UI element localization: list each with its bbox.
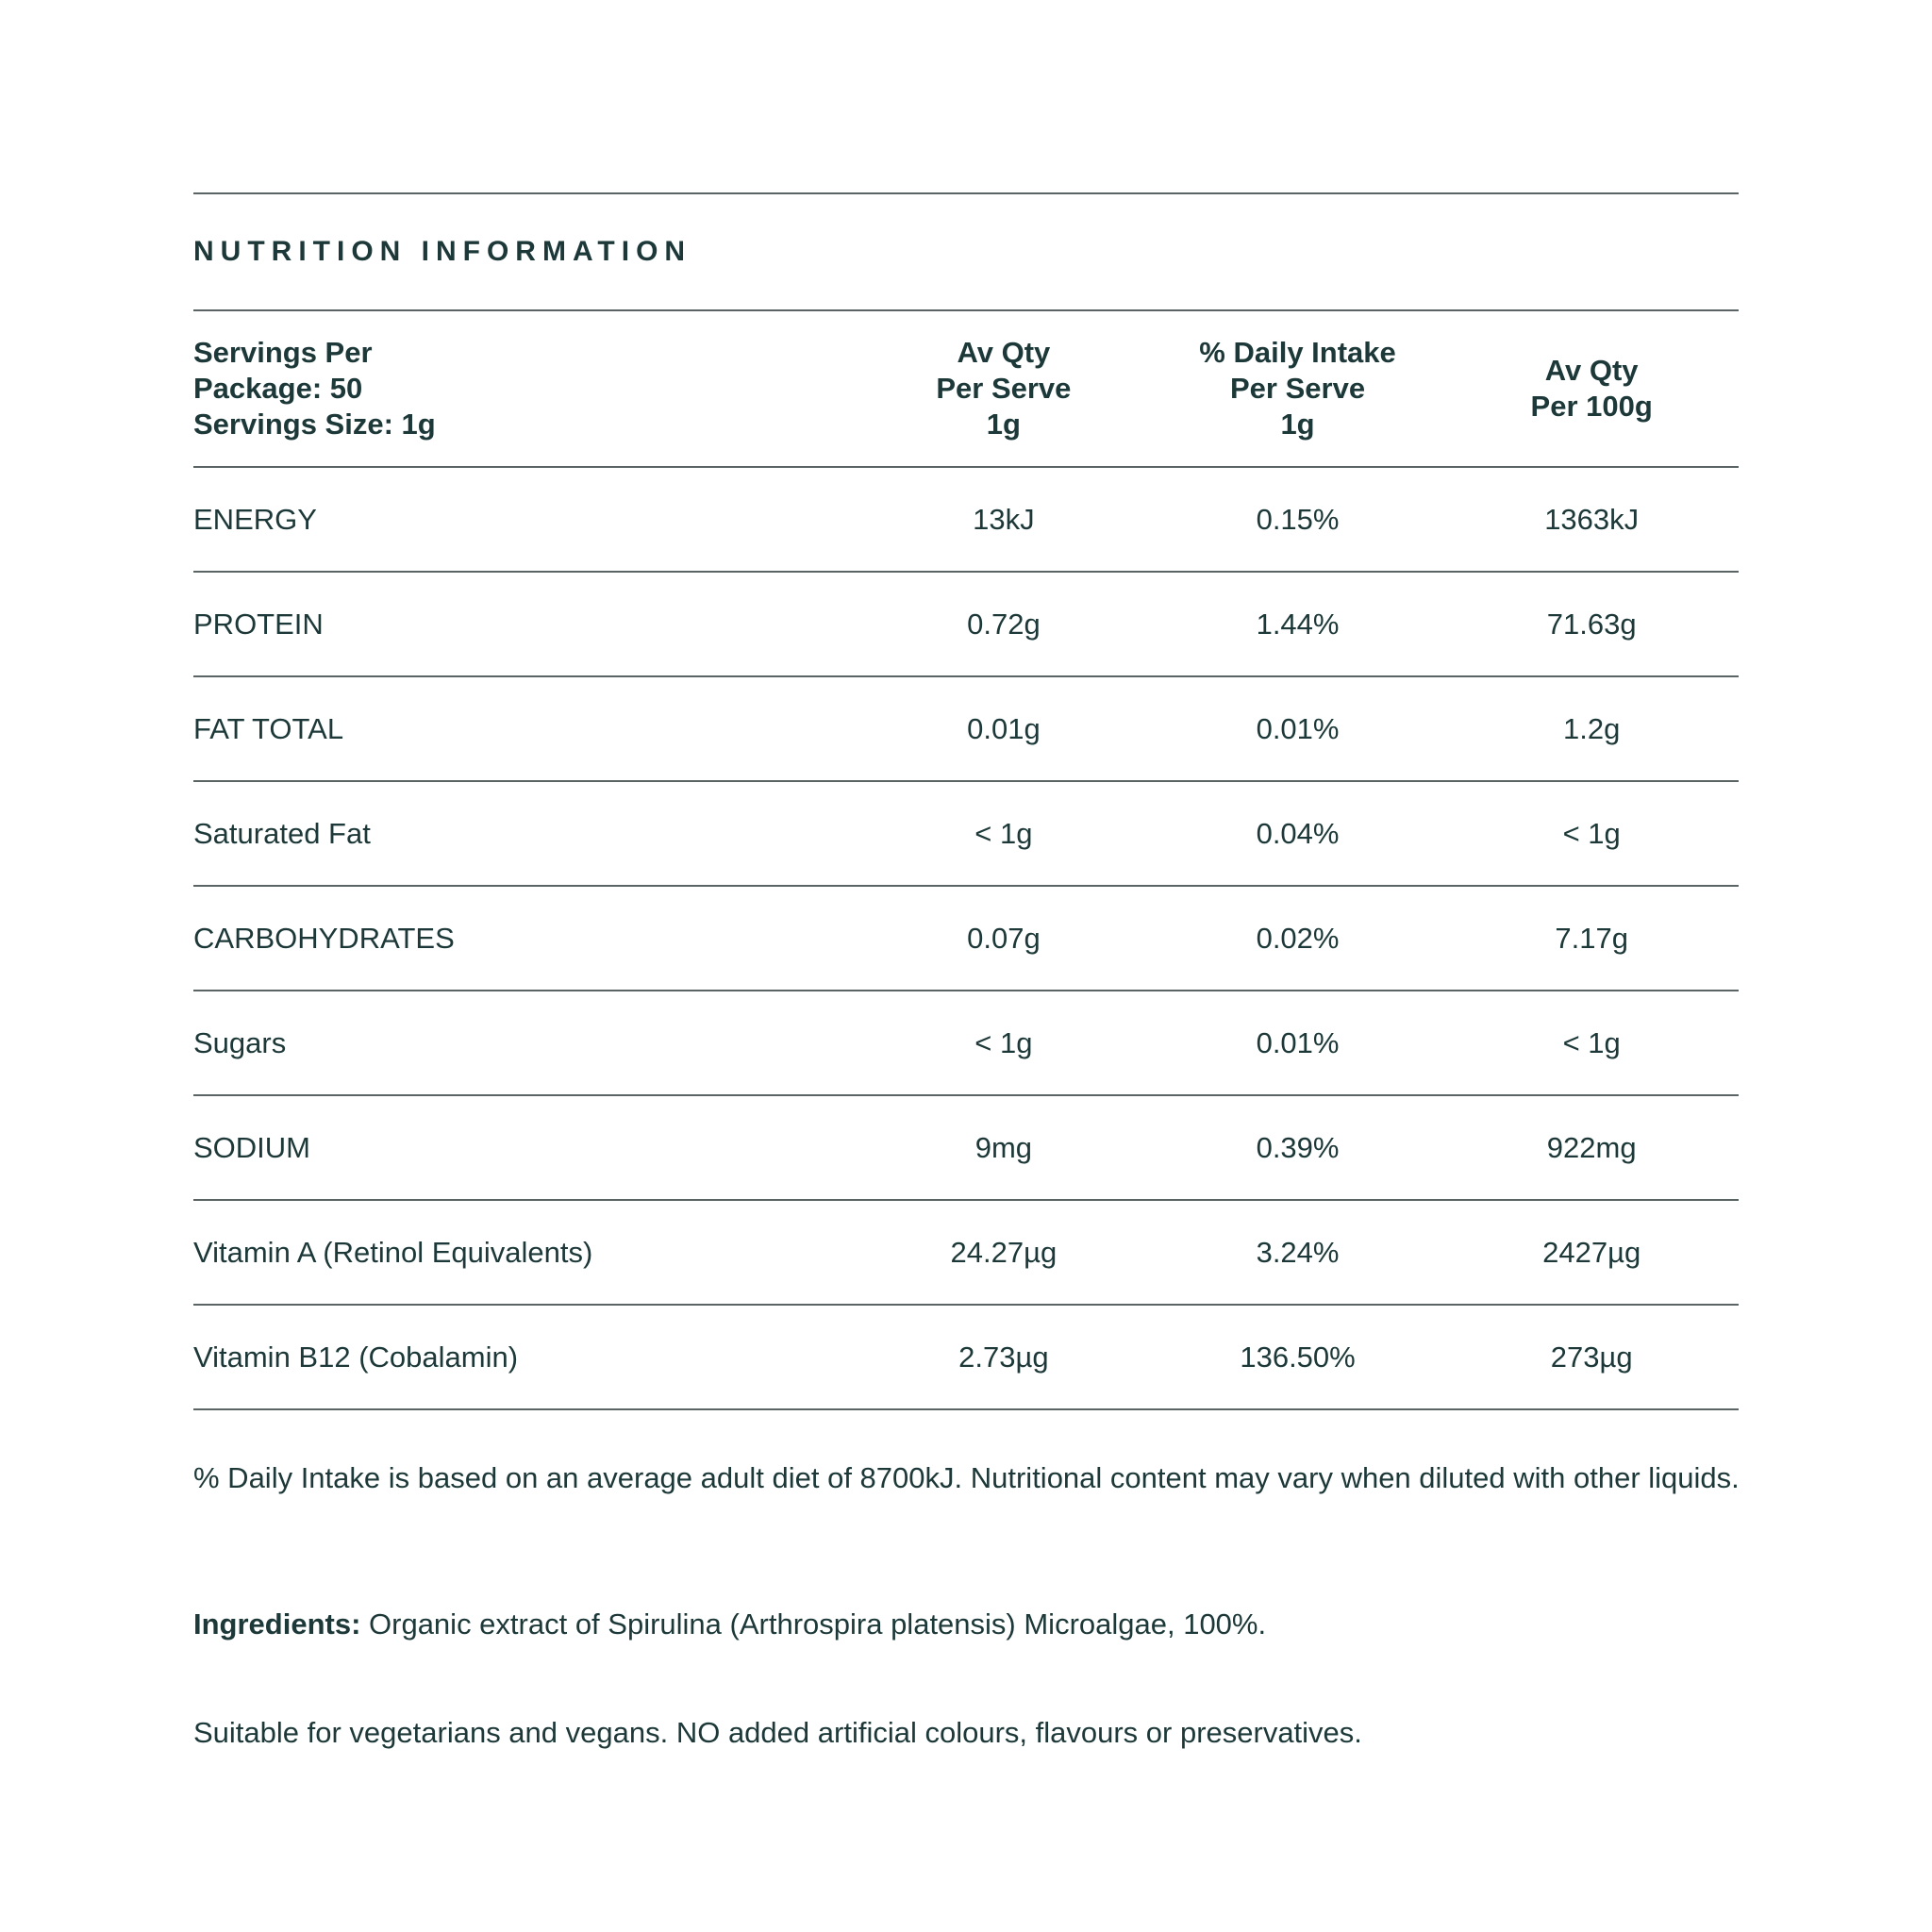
- table-row: Vitamin A (Retinol Equivalents) 24.27µg 3.…: [193, 1201, 1739, 1304]
- table-row: Vitamin B12 (Cobalamin) 2.73µg 136.50% 273µ…: [193, 1306, 1739, 1408]
- header-line: Per Serve: [936, 372, 1072, 405]
- nutrition-panel: NUTRITION INFORMATION Servings Per Packa…: [193, 192, 1739, 1410]
- per-serve-value: 0.72g: [967, 607, 1041, 641]
- divider: [193, 466, 1739, 468]
- header-line: Servings Per: [193, 336, 373, 369]
- header-per-100g: Av Qty Per 100g: [1444, 353, 1739, 425]
- divider: [193, 309, 1739, 311]
- table-header: Servings Per Package: 50 Servings Size: …: [193, 311, 1739, 466]
- header-line: Package: 50: [193, 372, 363, 405]
- per-100g-value: 71.63g: [1546, 607, 1637, 641]
- daily-intake-value: 3.24%: [1256, 1235, 1340, 1269]
- section-title: NUTRITION INFORMATION: [193, 236, 692, 267]
- table-row: CARBOHYDRATES 0.07g 0.02% 7.17g: [193, 887, 1739, 990]
- per-100g-value: 7.17g: [1555, 921, 1628, 955]
- per-100g-value: 922mg: [1546, 1130, 1637, 1164]
- per-serve-value: 2.73µg: [958, 1340, 1049, 1374]
- daily-intake-value: 0.04%: [1256, 816, 1340, 850]
- per-100g-value: 2427µg: [1542, 1235, 1641, 1269]
- per-serve-value: 9mg: [974, 1130, 1033, 1164]
- header-per-serve: Av Qty Per Serve 1g: [857, 335, 1151, 442]
- daily-intake-value: 0.02%: [1256, 921, 1340, 955]
- nutrient-name: Saturated Fat: [193, 816, 371, 850]
- header-line: 1g: [986, 408, 1021, 441]
- divider: [193, 571, 1739, 573]
- nutrient-name: SODIUM: [193, 1130, 310, 1164]
- daily-intake-value: 0.15%: [1256, 502, 1340, 536]
- table-body: ENERGY 13kJ 0.15% 1363kJ PROTEIN 0.72g 1.44% 71…: [193, 468, 1739, 1410]
- ingredients: Ingredients: Organic extract of Spirulin…: [193, 1605, 1750, 1643]
- divider: [193, 1304, 1739, 1306]
- table-row: Sugars < 1g 0.01% < 1g: [193, 991, 1739, 1094]
- per-100g-value: 273µg: [1550, 1340, 1633, 1374]
- header-servings: Servings Per Package: 50 Servings Size: …: [193, 335, 857, 442]
- nutrient-name: Vitamin B12 (Cobalamin): [193, 1340, 519, 1374]
- divider: [193, 885, 1739, 887]
- ingredients-label: Ingredients:: [193, 1607, 361, 1641]
- divider: [193, 1199, 1739, 1201]
- ingredients-text: Organic extract of Spirulina (Arthrospir…: [360, 1607, 1267, 1641]
- per-100g-value: 1.2g: [1563, 711, 1621, 745]
- table-row: FAT TOTAL 0.01g 0.01% 1.2g: [193, 677, 1739, 780]
- per-serve-value: < 1g: [974, 1025, 1033, 1059]
- divider: [193, 780, 1739, 782]
- divider: [193, 675, 1739, 677]
- per-100g-value: 1363kJ: [1544, 502, 1640, 536]
- per-100g-value: < 1g: [1562, 816, 1621, 850]
- divider: [193, 1408, 1739, 1410]
- per-serve-value: 24.27µg: [950, 1235, 1058, 1269]
- table-row: PROTEIN 0.72g 1.44% 71.63g: [193, 573, 1739, 675]
- per-100g-value: < 1g: [1562, 1025, 1621, 1059]
- header-line: Av Qty: [1544, 354, 1639, 387]
- table-row: Saturated Fat < 1g 0.04% < 1g: [193, 782, 1739, 885]
- daily-intake-value: 1.44%: [1256, 607, 1340, 641]
- daily-intake-footnote: % Daily Intake is based on an average ad…: [193, 1461, 1740, 1494]
- per-serve-value: 0.01g: [967, 711, 1041, 745]
- daily-intake-value: 0.39%: [1256, 1130, 1340, 1164]
- table-row: ENERGY 13kJ 0.15% 1363kJ: [193, 468, 1739, 571]
- divider: [193, 990, 1739, 991]
- daily-intake-value: 0.01%: [1256, 711, 1340, 745]
- nutrient-name: CARBOHYDRATES: [193, 921, 455, 955]
- header-line: Per Serve: [1230, 372, 1366, 405]
- header-line: % Daily Intake: [1199, 336, 1396, 369]
- header-daily-intake: % Daily Intake Per Serve 1g: [1151, 335, 1445, 442]
- suitability-note: Suitable for vegetarians and vegans. NO …: [193, 1716, 1362, 1749]
- per-serve-value: < 1g: [974, 816, 1033, 850]
- nutrient-name: ENERGY: [193, 502, 317, 536]
- header-line: Av Qty: [957, 336, 1051, 369]
- header-line: Per 100g: [1530, 390, 1653, 423]
- divider: [193, 192, 1739, 194]
- nutrient-name: Vitamin A (Retinol Equivalents): [193, 1235, 593, 1269]
- daily-intake-value: 136.50%: [1240, 1340, 1356, 1374]
- header-line: 1g: [1280, 408, 1315, 441]
- per-serve-value: 0.07g: [967, 921, 1041, 955]
- per-serve-value: 13kJ: [973, 502, 1035, 536]
- daily-intake-value: 0.01%: [1256, 1025, 1340, 1059]
- nutrient-name: PROTEIN: [193, 607, 324, 641]
- table-row: SODIUM 9mg 0.39% 922mg: [193, 1096, 1739, 1199]
- divider: [193, 1094, 1739, 1096]
- nutrient-name: FAT TOTAL: [193, 711, 344, 745]
- header-line: Servings Size: 1g: [193, 408, 436, 441]
- nutrient-name: Sugars: [193, 1025, 287, 1059]
